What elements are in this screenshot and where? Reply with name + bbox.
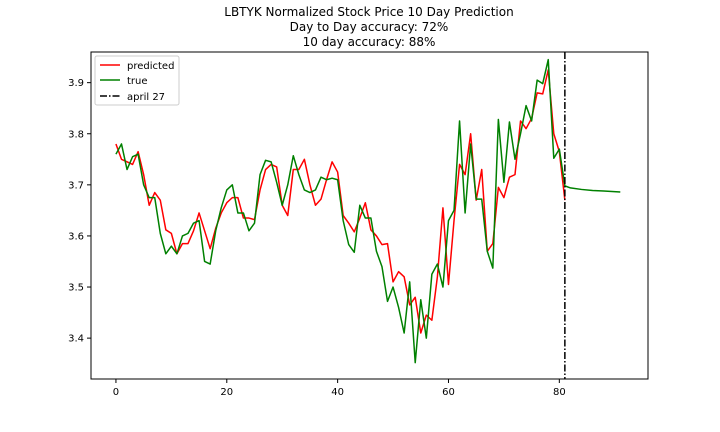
series-true-line bbox=[115, 58, 621, 364]
y-tick-label: 3.6 bbox=[68, 231, 84, 242]
x-tick-label: 40 bbox=[331, 387, 344, 398]
x-tick-label: 0 bbox=[113, 387, 119, 398]
y-tick-label: 3.5 bbox=[68, 283, 84, 294]
series-layer bbox=[115, 52, 621, 379]
series-predicted-line bbox=[115, 69, 566, 334]
x-axis: 0 20 40 60 80 bbox=[113, 379, 566, 398]
y-tick-label: 3.4 bbox=[68, 334, 84, 345]
legend-label-predicted: predicted bbox=[127, 61, 174, 72]
y-tick-label: 3.7 bbox=[68, 180, 84, 191]
chart-title: LBTYK Normalized Stock Price 10 Day Pred… bbox=[224, 5, 513, 49]
legend-label-true: true bbox=[127, 76, 148, 87]
x-tick-label: 80 bbox=[553, 387, 566, 398]
chart-title-line-3: 10 day accuracy: 88% bbox=[303, 35, 436, 49]
axes-frame bbox=[90, 51, 649, 380]
plot-area: 0 20 40 60 80 3.4 3.5 3.6 3.7 3.8 3.9 bbox=[68, 51, 649, 398]
chart-title-line-2: Day to Day accuracy: 72% bbox=[290, 20, 449, 34]
y-tick-label: 3.9 bbox=[68, 78, 84, 89]
x-tick-label: 60 bbox=[442, 387, 455, 398]
legend-box bbox=[94, 55, 180, 106]
y-axis: 3.4 3.5 3.6 3.7 3.8 3.9 bbox=[68, 78, 91, 345]
chart-title-line-1: LBTYK Normalized Stock Price 10 Day Pred… bbox=[224, 5, 513, 19]
legend: predicted true april 27 bbox=[94, 55, 180, 106]
y-tick-label: 3.8 bbox=[68, 129, 84, 140]
x-tick-label: 20 bbox=[220, 387, 233, 398]
legend-label-april-27: april 27 bbox=[127, 92, 165, 103]
